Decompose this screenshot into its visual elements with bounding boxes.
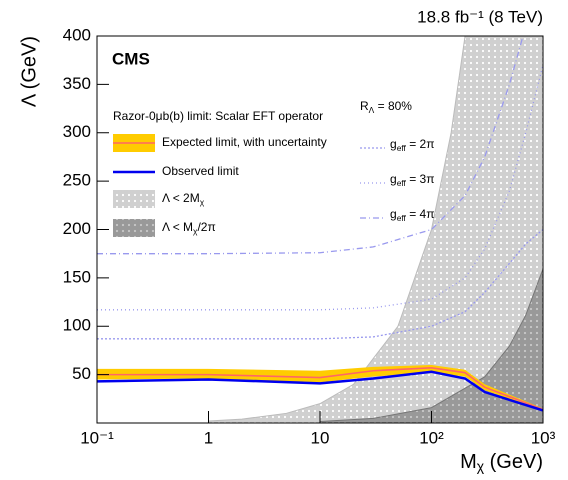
label-part: Λ < 2M [162, 191, 200, 205]
coupling-legend-title: RΛ = 80% [360, 99, 412, 115]
logo: CMS [112, 49, 150, 68]
label-part: eff [397, 178, 407, 188]
label-part: eff [397, 213, 407, 223]
limit-line [97, 367, 543, 411]
label-part: = 4π [406, 207, 435, 221]
label-part: χ [477, 458, 485, 474]
x-tick-label: 10³ [531, 428, 556, 447]
label-part: = 80% [374, 99, 412, 113]
y-tick-label: 400 [63, 25, 91, 44]
label-part: eff [397, 143, 407, 153]
y-tick-label: 350 [63, 74, 91, 93]
excluded-region [319, 268, 543, 423]
x-tick-label: 1 [204, 428, 213, 447]
x-tick-label: 10⁻¹ [80, 428, 114, 447]
legend-label: Λ < 2Mχ [162, 191, 205, 207]
y-tick-label: 50 [72, 364, 91, 383]
y-axis-label: Λ (GeV) [18, 36, 40, 107]
legend-label: Expected limit, with uncertainty [162, 135, 327, 149]
label-part: χ [193, 226, 198, 236]
coupling-line [97, 36, 524, 255]
label-part: g [390, 172, 397, 186]
plot-area [97, 36, 543, 423]
legend-label: Λ < Mχ/2π [162, 220, 216, 236]
legend-swatch [113, 190, 155, 208]
legend-label: geff = 3π [390, 172, 435, 188]
chart-title: 18.8 fb⁻¹ (8 TeV) [417, 7, 543, 26]
label-part: Λ [369, 105, 375, 115]
label-part: χ [200, 197, 205, 207]
label-part: g [390, 137, 397, 151]
y-tick-label: 100 [63, 316, 91, 335]
excluded-region [208, 36, 543, 423]
y-tick-label: 200 [63, 219, 91, 238]
x-tick-label: 10 [311, 428, 330, 447]
y-tick-label: 150 [63, 267, 91, 286]
coupling-line [97, 229, 543, 340]
label-part: R [360, 99, 369, 113]
uncertainty-band [97, 364, 543, 411]
legend-label: Observed limit [162, 164, 239, 178]
label-part: g [390, 207, 397, 221]
legend-swatch [113, 219, 155, 237]
label-part: Λ < M [162, 220, 193, 234]
subtitle: Razor-0μb(b) limit: Scalar EFT operator [113, 109, 323, 123]
legend-label: geff = 4π [390, 207, 435, 223]
y-tick-label: 250 [63, 171, 91, 190]
y-tick-label: 300 [63, 122, 91, 141]
label-part: /2π [197, 220, 215, 234]
x-tick-label: 10² [419, 428, 444, 447]
label-part: M [460, 451, 477, 473]
legend-label: geff = 2π [390, 137, 435, 153]
label-part: = 2π [406, 137, 435, 151]
label-part: = 3π [406, 172, 435, 186]
label-part: (GeV) [484, 451, 543, 473]
limit-line [97, 370, 543, 412]
x-axis-label: Mχ (GeV) [460, 451, 543, 473]
